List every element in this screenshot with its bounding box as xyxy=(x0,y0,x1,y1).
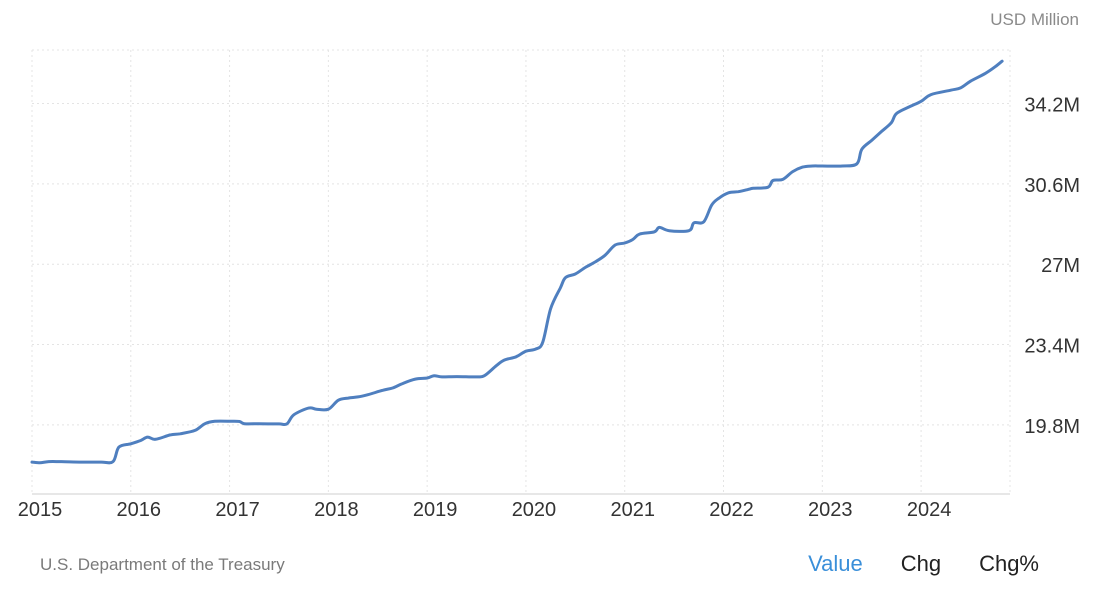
source-label: U.S. Department of the Treasury xyxy=(40,555,285,574)
chart-grid xyxy=(31,49,1011,494)
x-tick-label: 2024 xyxy=(907,499,952,521)
toggle-chg-percent[interactable]: Chg% xyxy=(979,551,1039,576)
x-tick-label: 2019 xyxy=(413,499,458,521)
toggle-chg[interactable]: Chg xyxy=(900,551,942,576)
chart-mode-toggles: Value Chg Chg% xyxy=(808,551,1039,577)
y-tick-label: 27M xyxy=(1041,255,1080,277)
y-tick-label: 23.4M xyxy=(1024,336,1080,358)
x-tick-label: 2018 xyxy=(314,499,359,521)
x-tick-label: 2017 xyxy=(215,499,260,521)
x-tick-label: 2016 xyxy=(117,499,162,521)
y-tick-label: 30.6M xyxy=(1024,175,1080,197)
x-tick-label: 2020 xyxy=(512,499,557,521)
unit-label: USD Million xyxy=(990,10,1079,29)
x-tick-label: 2021 xyxy=(610,499,655,521)
x-tick-label: 2023 xyxy=(808,499,853,521)
y-tick-label: 19.8M xyxy=(1024,416,1080,438)
x-tick-label: 2022 xyxy=(709,499,754,521)
y-axis-ticks: 19.8M 23.4M 27M 30.6M 34.2M xyxy=(1024,95,1080,438)
x-axis-ticks: 2015 2016 2017 2018 2019 2020 2021 2022 2023 2024 xyxy=(18,499,952,521)
y-tick-label: 34.2M xyxy=(1024,95,1080,117)
series-line-debt xyxy=(30,59,1004,465)
toggle-value[interactable]: Value xyxy=(808,551,863,576)
x-tick-label: 2015 xyxy=(18,499,63,521)
